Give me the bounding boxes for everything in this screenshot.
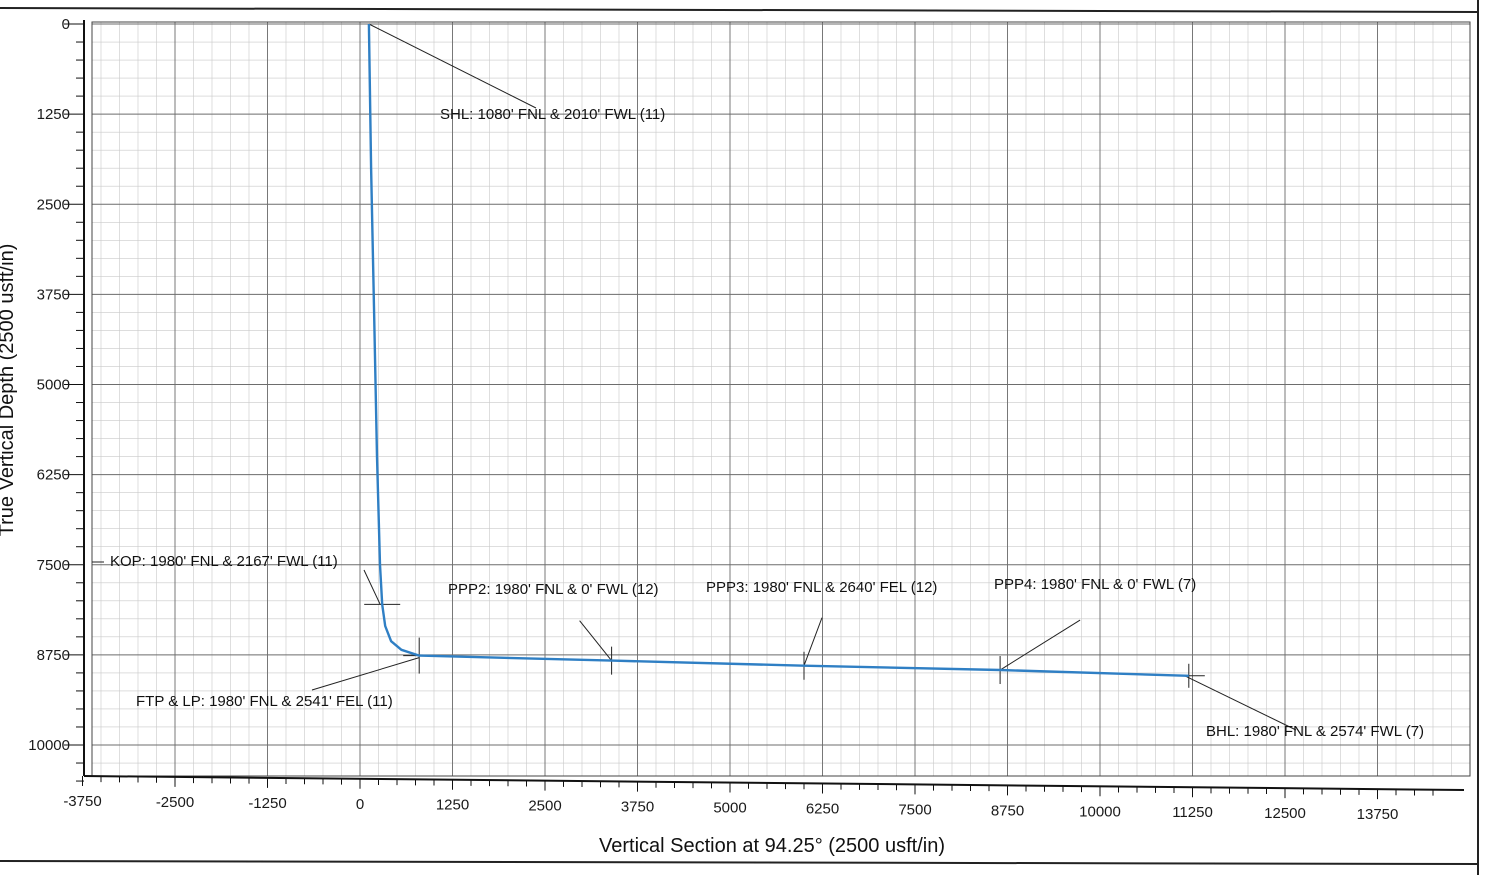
annotation-label: PPP2: 1980' FNL & 0' FWL (12) <box>448 581 659 598</box>
annotation-label: BHL: 1980' FNL & 2574' FWL (7) <box>1206 723 1424 740</box>
x-tick-label: 10000 <box>1079 803 1121 820</box>
y-tick-label: 5000 <box>37 377 70 394</box>
annotation-label: FTP & LP: 1980' FNL & 2541' FEL (11) <box>136 693 393 710</box>
annotation-leaders <box>92 24 1296 730</box>
x-tick-label: 3750 <box>621 799 654 816</box>
x-tick-label: 12500 <box>1264 805 1306 822</box>
y-axis-label: True Vertical Depth (2500 usft/in) <box>0 244 18 537</box>
leader-line <box>312 658 419 690</box>
y-tick-label: 6250 <box>37 467 70 484</box>
leader-line <box>804 618 822 666</box>
x-tick-label: 0 <box>356 796 364 813</box>
annotation-label: PPP4: 1980' FNL & 0' FWL (7) <box>994 576 1196 593</box>
leader-line <box>1185 676 1296 730</box>
x-tick-label: 13750 <box>1357 806 1399 823</box>
page-frame-bottom <box>0 861 1478 864</box>
leader-line <box>1000 620 1080 670</box>
annotation-label: SHL: 1080' FNL & 2010' FWL (11) <box>440 106 665 123</box>
page-frame-top <box>0 8 1478 12</box>
major-grid <box>92 22 1470 776</box>
leader-line <box>364 570 380 604</box>
x-tick-label: -1250 <box>248 795 286 812</box>
x-tick-label: -2500 <box>156 794 194 811</box>
annotation-label: PPP3: 1980' FNL & 2640' FEL (12) <box>706 579 937 596</box>
x-tick-label: 5000 <box>713 800 746 817</box>
y-tick-label: 7500 <box>37 557 70 574</box>
y-tick-label: 8750 <box>37 647 70 664</box>
annotation-label: KOP: 1980' FNL & 2167' FWL (11) <box>110 553 338 570</box>
x-tick-label: 8750 <box>991 802 1024 819</box>
y-tick-label: 1250 <box>37 106 70 123</box>
y-tick-label: 3750 <box>37 286 70 303</box>
minor-grid <box>92 22 1470 776</box>
y-tick-label: 0 <box>62 16 70 33</box>
y-tick-label: 2500 <box>37 196 70 213</box>
x-tick-label: 11250 <box>1172 804 1213 821</box>
x-tick-label: 1250 <box>436 797 469 814</box>
y-axis: 0 1250 2500 3750 5000 6250 7500 8750 10000 <box>28 16 84 781</box>
x-tick-label: -3750 <box>63 793 101 810</box>
x-tick-label: 7500 <box>898 801 931 818</box>
x-tick-label: 2500 <box>528 798 561 815</box>
x-axis-line <box>84 776 1464 790</box>
x-axis: -3750 -2500 -1250 0 1250 2500 3750 5000 6250 7500… <box>63 776 1464 823</box>
x-axis-label: Vertical Section at 94.25° (2500 usft/in… <box>599 835 945 857</box>
y-tick-label: 10000 <box>28 737 70 754</box>
x-tick-label: 6250 <box>806 800 839 817</box>
plot-area-border <box>92 22 1470 776</box>
